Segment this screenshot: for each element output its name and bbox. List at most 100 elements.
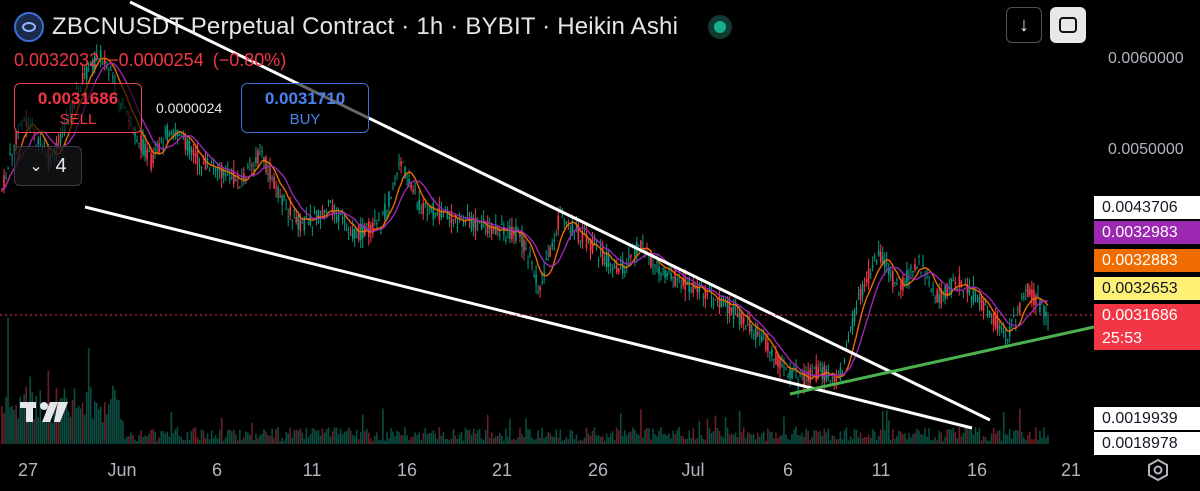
volume-bar xyxy=(164,432,167,444)
volume-bar xyxy=(323,432,326,444)
candle xyxy=(944,285,947,300)
candle xyxy=(220,164,223,179)
volume-bar xyxy=(781,435,783,444)
candle xyxy=(277,187,279,198)
volume-bar xyxy=(898,430,900,444)
volume-bar xyxy=(563,440,566,444)
candle xyxy=(994,316,997,328)
volume-bar xyxy=(283,440,285,444)
volume-bar xyxy=(535,438,537,444)
candle xyxy=(988,310,991,318)
candle xyxy=(900,282,902,290)
volume-bar xyxy=(186,432,189,444)
sell-button[interactable]: 0.0031686 SELL xyxy=(14,83,142,133)
candle xyxy=(1045,311,1047,317)
volume-bar xyxy=(351,434,354,444)
volume-bar xyxy=(122,421,124,444)
candle xyxy=(996,320,999,331)
candle xyxy=(452,219,455,221)
candle xyxy=(547,253,549,255)
market-status-icon[interactable] xyxy=(708,15,733,39)
candle xyxy=(208,170,211,172)
volume-bar xyxy=(974,427,977,444)
download-button[interactable]: ↓ xyxy=(1006,7,1042,43)
candle xyxy=(1025,289,1027,291)
candle xyxy=(787,376,789,378)
candle xyxy=(230,177,233,179)
volume-bar xyxy=(53,402,56,444)
volume-bar xyxy=(341,434,344,444)
volume-bar xyxy=(446,438,449,444)
volume-bar xyxy=(835,439,838,444)
candle xyxy=(424,203,427,205)
candle xyxy=(557,215,560,230)
candle xyxy=(972,286,975,302)
settings-icon[interactable] xyxy=(1146,458,1170,482)
trendline-support[interactable] xyxy=(789,325,1095,396)
candle xyxy=(976,297,979,299)
candle xyxy=(515,226,517,242)
volume-bar xyxy=(573,438,576,444)
volume-bar xyxy=(507,436,509,444)
candle xyxy=(585,233,588,249)
volume-bar xyxy=(365,428,368,444)
volume-bar xyxy=(261,433,263,444)
volume-bar xyxy=(773,438,775,444)
volume-bar xyxy=(349,430,352,444)
candle xyxy=(605,251,608,268)
volume-bar xyxy=(182,440,185,444)
candle xyxy=(875,261,878,263)
volume-bar xyxy=(694,439,697,444)
candle xyxy=(589,239,592,251)
candle xyxy=(881,256,884,265)
candle xyxy=(819,364,822,366)
candle xyxy=(656,261,658,263)
volume-bar xyxy=(492,438,495,444)
candle xyxy=(462,225,465,227)
trendline-lower[interactable] xyxy=(84,205,973,430)
volume-bar xyxy=(329,436,332,444)
volume-bar xyxy=(861,438,864,444)
fullscreen-button[interactable] xyxy=(1050,7,1086,43)
volume-bar xyxy=(180,437,183,444)
trendline-upper[interactable] xyxy=(129,0,991,422)
candle xyxy=(222,169,225,176)
volume-bar xyxy=(321,428,324,444)
volume-bar xyxy=(1031,439,1033,444)
buy-button[interactable]: 0.0031710 BUY xyxy=(241,83,369,133)
candle xyxy=(499,235,501,237)
chart-title[interactable]: ZBCNUSDT Perpetual Contract · 1h · BYBIT… xyxy=(52,13,679,40)
volume-bar xyxy=(623,430,626,444)
volume-bar xyxy=(291,437,294,444)
volume-bar xyxy=(230,431,233,444)
indicators-toggle[interactable]: ⌄ 4 xyxy=(14,146,82,186)
volume-bar xyxy=(738,410,741,444)
candle xyxy=(285,208,287,210)
candle xyxy=(509,226,511,239)
candle xyxy=(245,178,247,180)
candle xyxy=(644,256,646,258)
volume-bar xyxy=(700,435,703,444)
candle xyxy=(446,212,449,220)
volume-bar xyxy=(245,431,247,444)
volume-bar xyxy=(998,430,1001,444)
candle xyxy=(267,172,269,174)
volume-bar xyxy=(875,439,878,444)
volume-bar xyxy=(490,432,493,444)
candle xyxy=(295,217,298,222)
volume-bar xyxy=(656,436,658,444)
volume-bar xyxy=(853,428,856,444)
volume-bar xyxy=(928,428,930,444)
volume-bar xyxy=(636,433,638,444)
volume-bar xyxy=(315,430,318,444)
candle xyxy=(738,309,741,325)
volume-bar xyxy=(545,436,547,444)
candle xyxy=(821,367,824,379)
candle xyxy=(950,279,953,295)
candle xyxy=(365,223,368,225)
candle xyxy=(466,214,469,216)
volume-bar xyxy=(585,427,588,444)
volume-bar xyxy=(1043,427,1045,444)
volume-bar xyxy=(140,430,142,444)
